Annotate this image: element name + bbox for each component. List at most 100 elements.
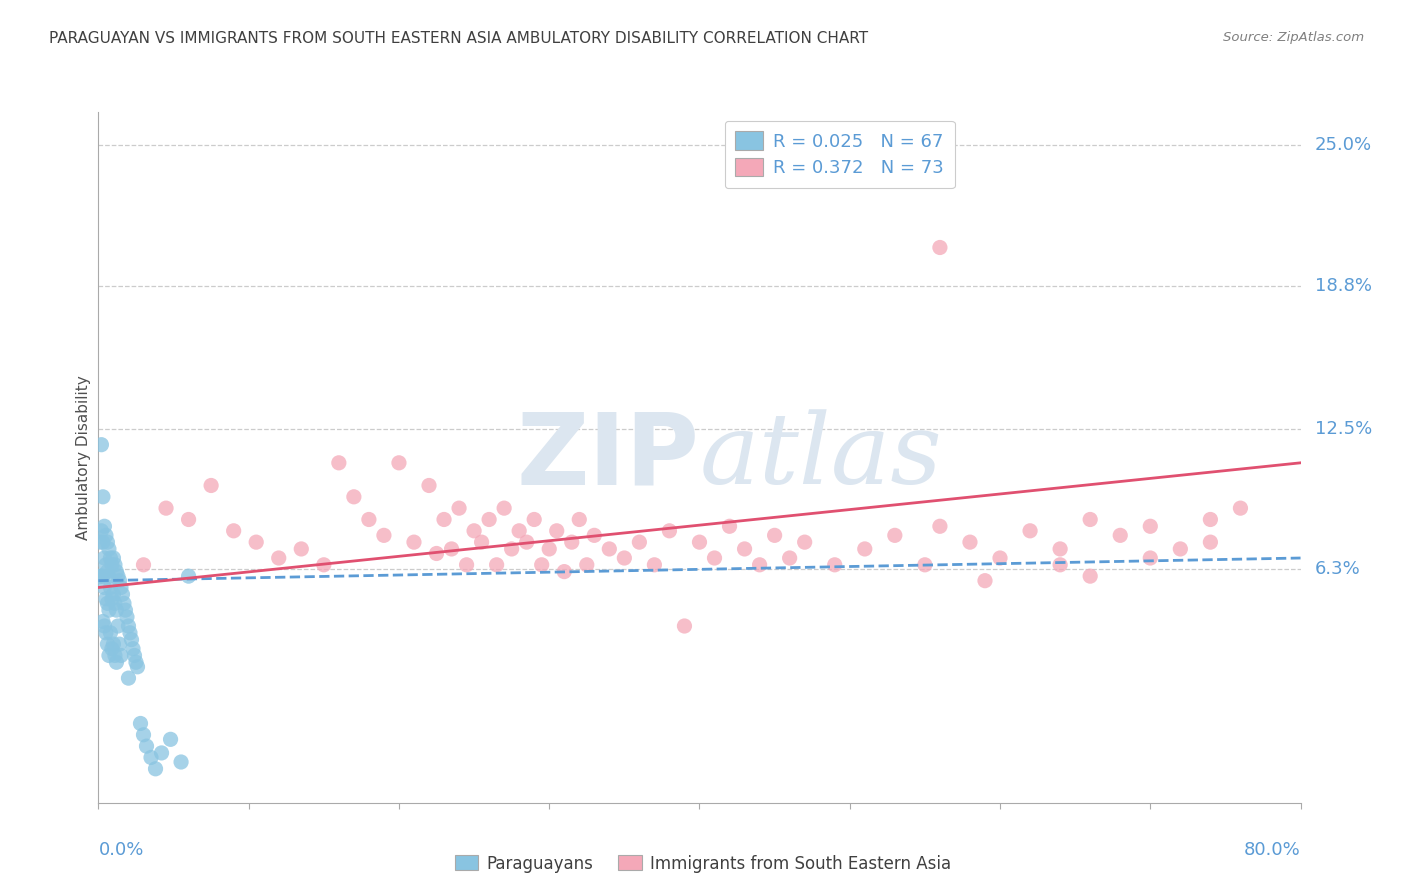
Point — [516, 535, 538, 549]
Point — [494, 501, 516, 516]
Point — [267, 551, 290, 566]
Point — [718, 519, 741, 533]
Point — [94, 625, 117, 640]
Point — [104, 558, 127, 572]
Point — [114, 603, 136, 617]
Point — [177, 512, 200, 526]
Point — [170, 755, 193, 769]
Point — [734, 541, 756, 556]
Point — [105, 655, 128, 669]
Text: 0.0%: 0.0% — [98, 841, 143, 859]
Point — [121, 632, 143, 647]
Point — [94, 558, 117, 572]
Point — [135, 739, 157, 753]
Point — [440, 541, 463, 556]
Point — [103, 637, 125, 651]
Text: Source: ZipAtlas.com: Source: ZipAtlas.com — [1223, 31, 1364, 45]
Point — [93, 551, 115, 566]
Point — [112, 596, 135, 610]
Point — [508, 524, 530, 538]
Point — [343, 490, 366, 504]
Point — [523, 512, 546, 526]
Point — [222, 524, 245, 538]
Point — [111, 587, 134, 601]
Point — [433, 512, 456, 526]
Point — [312, 558, 335, 572]
Point — [177, 569, 200, 583]
Point — [139, 750, 162, 764]
Point — [883, 528, 905, 542]
Point — [91, 490, 114, 504]
Point — [1170, 541, 1192, 556]
Point — [1139, 519, 1161, 533]
Text: ZIP: ZIP — [516, 409, 699, 506]
Point — [105, 565, 128, 579]
Point — [763, 528, 786, 542]
Point — [155, 501, 177, 516]
Point — [97, 648, 120, 663]
Point — [159, 732, 181, 747]
Point — [1078, 569, 1101, 583]
Point — [568, 512, 591, 526]
Point — [988, 551, 1011, 566]
Point — [914, 558, 936, 572]
Point — [107, 569, 129, 583]
Point — [93, 619, 115, 633]
Point — [793, 535, 815, 549]
Point — [90, 569, 112, 583]
Point — [96, 565, 118, 579]
Point — [97, 603, 120, 617]
Point — [129, 716, 152, 731]
Point — [96, 596, 118, 610]
Text: PARAGUAYAN VS IMMIGRANTS FROM SOUTH EASTERN ASIA AMBULATORY DISABILITY CORRELATI: PARAGUAYAN VS IMMIGRANTS FROM SOUTH EAST… — [49, 31, 869, 46]
Point — [1139, 551, 1161, 566]
Point — [929, 519, 952, 533]
Point — [824, 558, 846, 572]
Point — [101, 591, 124, 606]
Point — [929, 240, 952, 254]
Point — [688, 535, 710, 549]
Point — [485, 558, 508, 572]
Point — [132, 728, 155, 742]
Point — [245, 535, 267, 549]
Legend: R = 0.025   N = 67, R = 0.372   N = 73: R = 0.025 N = 67, R = 0.372 N = 73 — [724, 120, 955, 188]
Point — [108, 637, 131, 651]
Point — [89, 535, 111, 549]
Point — [91, 615, 114, 629]
Point — [125, 655, 148, 669]
Y-axis label: Ambulatory Disability: Ambulatory Disability — [76, 375, 91, 540]
Point — [100, 551, 122, 566]
Point — [105, 603, 128, 617]
Point — [93, 519, 115, 533]
Point — [418, 478, 440, 492]
Point — [530, 558, 553, 572]
Point — [1109, 528, 1132, 542]
Point — [104, 648, 127, 663]
Point — [425, 546, 447, 560]
Text: 25.0%: 25.0% — [1315, 136, 1372, 154]
Point — [388, 456, 411, 470]
Point — [124, 648, 146, 663]
Point — [373, 528, 395, 542]
Point — [107, 619, 129, 633]
Point — [103, 587, 125, 601]
Text: 12.5%: 12.5% — [1315, 420, 1372, 438]
Point — [145, 762, 167, 776]
Point — [100, 581, 122, 595]
Point — [101, 558, 124, 572]
Point — [122, 641, 145, 656]
Point — [101, 641, 124, 656]
Point — [97, 541, 120, 556]
Point — [104, 596, 127, 610]
Point — [1078, 512, 1101, 526]
Point — [97, 569, 120, 583]
Point — [703, 551, 725, 566]
Point — [132, 558, 155, 572]
Point — [471, 535, 494, 549]
Point — [478, 512, 501, 526]
Point — [91, 569, 114, 583]
Point — [1049, 558, 1071, 572]
Legend: Paraguayans, Immigrants from South Eastern Asia: Paraguayans, Immigrants from South Easte… — [449, 848, 957, 880]
Point — [290, 541, 312, 556]
Point — [1019, 524, 1042, 538]
